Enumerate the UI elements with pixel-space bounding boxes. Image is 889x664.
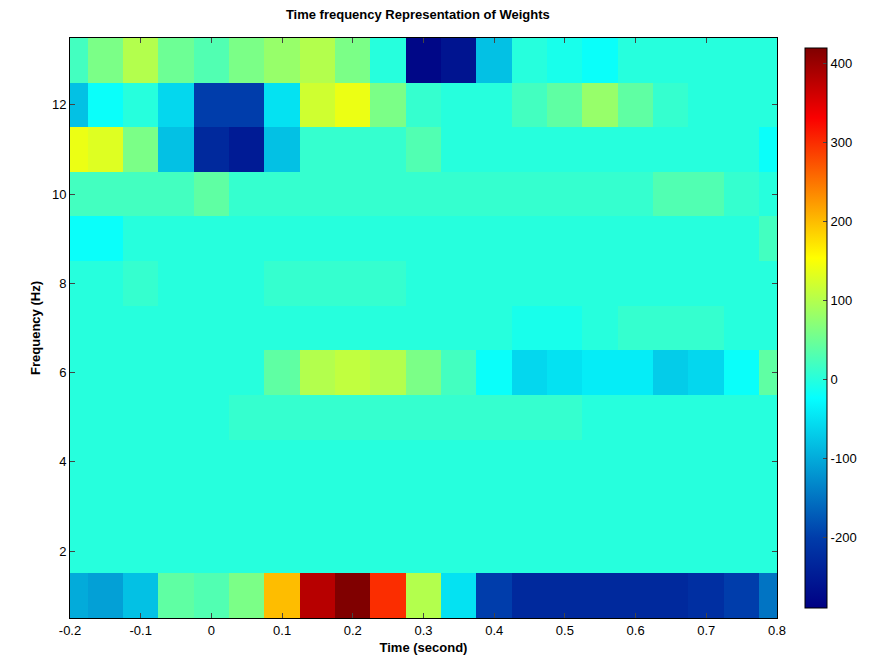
svg-text:-100: -100 <box>831 451 857 466</box>
svg-text:0.5: 0.5 <box>556 623 574 638</box>
svg-text:4: 4 <box>59 454 66 469</box>
svg-text:2: 2 <box>59 544 66 559</box>
svg-text:200: 200 <box>831 214 853 229</box>
svg-text:-200: -200 <box>831 530 857 545</box>
svg-text:0.2: 0.2 <box>344 623 362 638</box>
svg-text:12: 12 <box>52 97 66 112</box>
svg-text:Time frequency Representation: Time frequency Representation of Weights <box>286 7 550 22</box>
svg-text:-0.1: -0.1 <box>129 623 151 638</box>
svg-text:0.1: 0.1 <box>273 623 291 638</box>
svg-text:0.7: 0.7 <box>697 623 715 638</box>
svg-text:0: 0 <box>831 372 838 387</box>
svg-text:10: 10 <box>52 187 66 202</box>
svg-text:300: 300 <box>831 135 853 150</box>
svg-text:6: 6 <box>59 365 66 380</box>
svg-text:0: 0 <box>208 623 215 638</box>
svg-text:0.3: 0.3 <box>414 623 432 638</box>
svg-text:-0.2: -0.2 <box>59 623 81 638</box>
svg-text:400: 400 <box>831 56 853 71</box>
svg-text:0.4: 0.4 <box>485 623 503 638</box>
svg-text:Time (second): Time (second) <box>380 640 468 655</box>
svg-text:0.6: 0.6 <box>627 623 645 638</box>
svg-text:8: 8 <box>59 276 66 291</box>
svg-text:0.8: 0.8 <box>768 623 786 638</box>
svg-text:100: 100 <box>831 293 853 308</box>
svg-text:Frequency (Hz): Frequency (Hz) <box>28 281 43 375</box>
